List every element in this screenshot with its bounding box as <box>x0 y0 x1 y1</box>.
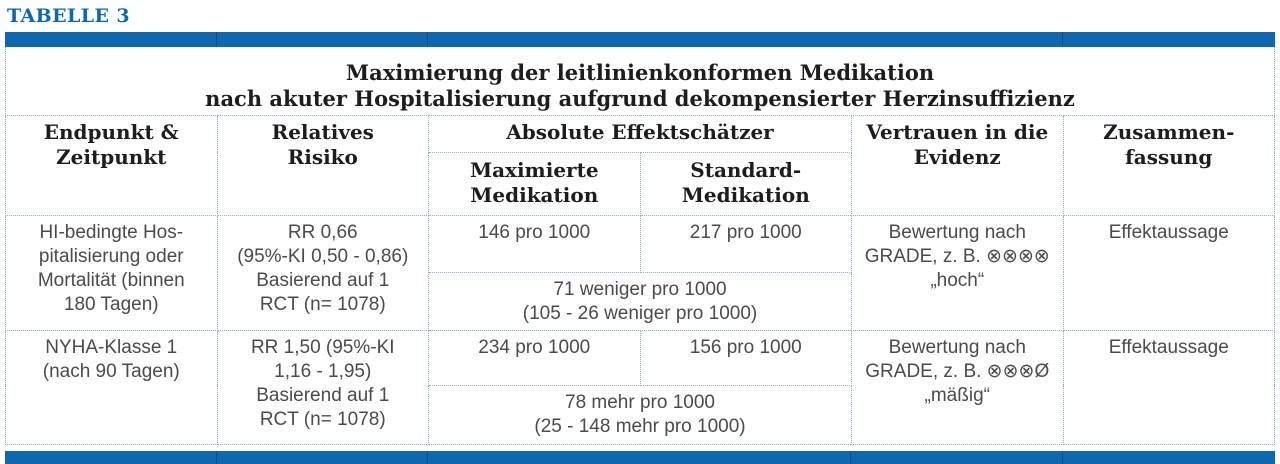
top-bar-segment <box>5 32 217 47</box>
table-row: HI-bedingte Hos- pitalisierung oder Mort… <box>5 214 1275 331</box>
col-header-summary: Zusammen- fassung <box>1062 114 1275 216</box>
top-bar-segment <box>1063 32 1275 47</box>
cell-relative-risk: RR 1,50 (95%-KI 1,16 - 1,95) Basierend a… <box>216 329 429 445</box>
cell-standard-value: 156 pro 1000 <box>639 329 852 386</box>
cell-endpoint: HI-bedingte Hos- pitalisierung oder Mort… <box>5 214 218 331</box>
bottom-bar-segment <box>428 450 852 464</box>
table-title-row: Maximierung der leitlinienkonformen Medi… <box>5 47 1275 116</box>
bottom-bar-segment <box>1063 451 1275 464</box>
evidence-table: Maximierung der leitlinienkonformen Medi… <box>5 47 1275 445</box>
table-row-absolute-difference: 71 weniger pro 1000 (105 - 26 weniger pr… <box>6 271 1275 331</box>
header-row-main: Endpunkt & Zeitpunkt Relatives Risiko Ab… <box>5 114 1275 216</box>
cell-summary: Effektaussage <box>1062 214 1275 331</box>
top-bar-segment <box>428 32 1064 47</box>
col-header-endpoint: Endpunkt & Zeitpunkt <box>5 114 218 216</box>
cell-evidence-grade: Bewertung nach GRADE, z. B. ⊗⊗⊗Ø „mäßig“ <box>851 329 1064 445</box>
col-header-evidence: Vertrauen in die Evidenz <box>851 114 1064 216</box>
col-header-absolute-effects: Absolute Effektschätzer <box>428 114 852 153</box>
table-top-bar <box>5 32 1275 47</box>
cell-maximized-value: 234 pro 1000 <box>428 329 641 386</box>
cell-standard-value: 217 pro 1000 <box>639 214 852 273</box>
col-header-relative-risk: Relatives Risiko <box>216 114 429 216</box>
cell-absolute-difference: 78 mehr pro 1000 (25 - 148 mehr pro 1000… <box>428 384 852 445</box>
col-header-standard-medication: Standard- Medikation <box>639 151 852 216</box>
table-title: Maximierung der leitlinienkonformen Medi… <box>5 47 1275 116</box>
cell-relative-risk: RR 0,66 (95%-KI 0,50 - 0,86) Basierend a… <box>216 214 429 331</box>
bottom-bar-segment <box>217 450 429 464</box>
table-row-absolute-difference: 78 mehr pro 1000 (25 - 148 mehr pro 1000… <box>6 384 1275 445</box>
cell-maximized-value: 146 pro 1000 <box>428 214 641 273</box>
bottom-bar-segment <box>851 450 1064 464</box>
top-bar-segment <box>217 32 429 47</box>
table-row: NYHA-Klasse 1 (nach 90 Tagen) RR 1,50 (9… <box>5 329 1275 445</box>
cell-endpoint: NYHA-Klasse 1 (nach 90 Tagen) <box>5 329 218 445</box>
table-bottom-bar <box>5 450 1275 464</box>
table-heading: TABELLE 3 <box>7 5 131 27</box>
col-header-maximized-medication: Maximierte Medikation <box>428 151 641 216</box>
cell-summary: Effektaussage <box>1062 329 1275 445</box>
cell-evidence-grade: Bewertung nach GRADE, z. B. ⊗⊗⊗⊗ „hoch“ <box>851 214 1064 331</box>
bottom-bar-segment <box>5 450 217 464</box>
evidence-table-container: Maximierung der leitlinienkonformen Medi… <box>5 32 1275 464</box>
cell-absolute-difference: 71 weniger pro 1000 (105 - 26 weniger pr… <box>428 271 852 331</box>
